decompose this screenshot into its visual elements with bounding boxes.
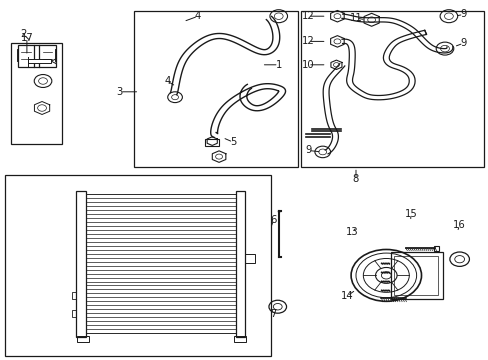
Text: 5: 5 (229, 137, 236, 147)
Text: 2: 2 (20, 29, 27, 39)
Text: 3: 3 (117, 87, 122, 97)
Bar (5, 175, 271, 356)
Bar (390, 252, 442, 299)
Text: 16: 16 (452, 220, 465, 230)
Bar (76, 191, 85, 337)
Bar (245, 254, 255, 263)
Bar (300, 11, 483, 167)
Bar (235, 191, 245, 337)
Polygon shape (51, 59, 56, 64)
Bar (11, 43, 62, 144)
Bar (433, 246, 438, 251)
Text: 10: 10 (301, 60, 314, 70)
Text: 9: 9 (459, 9, 466, 19)
Text: 1: 1 (275, 60, 282, 70)
Text: 12: 12 (301, 11, 314, 21)
Bar (77, 336, 89, 342)
Bar (72, 310, 76, 317)
Text: 9: 9 (459, 38, 466, 48)
Bar (205, 139, 219, 146)
Text: 4: 4 (195, 11, 201, 21)
Bar (28, 59, 51, 63)
Text: 7: 7 (270, 309, 277, 319)
Bar (134, 11, 298, 167)
Bar (393, 256, 437, 295)
Bar (233, 336, 245, 342)
Text: 12: 12 (301, 36, 314, 46)
Bar (85, 194, 235, 333)
Text: 15: 15 (404, 209, 416, 219)
Text: 6: 6 (270, 215, 277, 225)
Text: 13: 13 (345, 227, 358, 237)
Text: 17: 17 (20, 33, 33, 43)
Text: 11: 11 (349, 13, 362, 23)
Bar (39, 45, 56, 67)
Text: 9: 9 (304, 145, 311, 156)
Bar (18, 45, 34, 67)
Text: 4: 4 (164, 76, 170, 86)
Text: 8: 8 (352, 174, 358, 184)
Text: 14: 14 (340, 291, 353, 301)
Bar (72, 292, 76, 299)
